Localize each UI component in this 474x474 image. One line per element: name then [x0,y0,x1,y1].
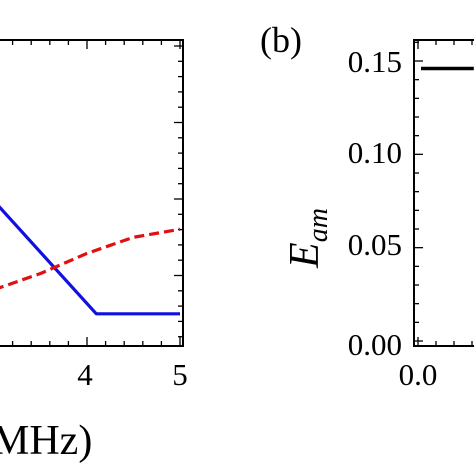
panel-b-ytick-label-0.05: 0.05 [348,227,402,262]
panel-a-frame [0,39,184,347]
panel-a-series-line-1 [0,227,181,290]
panel-a-xlabel: MHz) [0,418,92,464]
panel-b-ylabel: Eam [282,208,334,269]
panel-b-frame [413,39,474,347]
panel-b-ylabel-main: E [282,242,328,269]
panel-a-series-line-0 [0,205,180,316]
panel-a-series [0,205,181,316]
panel-b: (b) 0.15 0.10 0.05 0.00 0.0 Eam [260,20,474,392]
panel-a-xtick-label-4: 4 [77,357,93,392]
panel-b-label: (b) [260,20,302,60]
panel-a-xtick-label-5: 5 [172,357,188,392]
panel-b-ytick-label-0.00: 0.00 [348,327,402,362]
panel-b-ticks [414,40,473,346]
panel-b-ylabel-sub: am [303,208,334,242]
panel-b-xtick-label-0.0: 0.0 [399,357,438,392]
panel-a-ticks [11,40,183,346]
panel-b-ylabel-text: Eam [282,208,334,269]
panel-a: 4 5 MHz) [0,39,188,464]
panel-b-ytick-label-0.10: 0.10 [348,135,402,170]
panel-b-ytick-label-0.15: 0.15 [348,44,402,79]
